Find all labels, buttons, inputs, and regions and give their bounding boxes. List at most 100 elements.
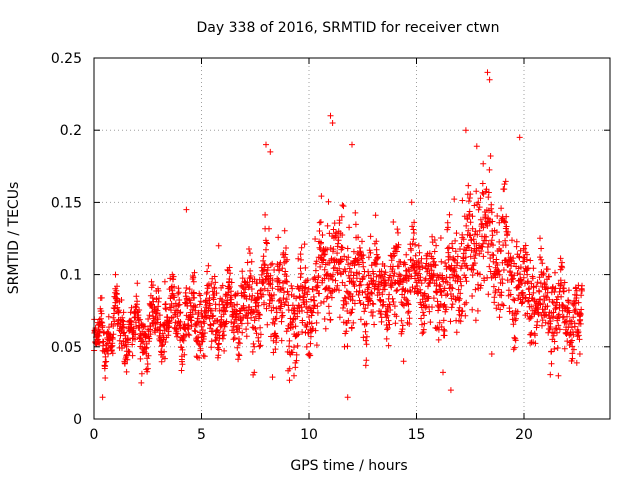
data-point xyxy=(282,251,289,258)
data-point xyxy=(462,247,469,254)
data-point xyxy=(244,320,251,327)
data-point xyxy=(373,273,380,280)
data-point xyxy=(511,344,518,351)
data-point xyxy=(490,258,497,265)
data-point xyxy=(359,275,366,282)
data-point xyxy=(312,236,319,242)
data-point xyxy=(443,306,450,313)
data-point xyxy=(483,237,489,244)
data-point xyxy=(244,259,251,266)
data-point xyxy=(363,357,370,364)
data-point xyxy=(522,242,529,249)
data-point xyxy=(530,265,537,272)
data-point xyxy=(315,273,322,279)
data-point xyxy=(480,224,487,231)
data-point xyxy=(248,258,255,265)
data-point xyxy=(363,341,370,348)
data-point xyxy=(473,143,480,150)
data-point xyxy=(508,279,515,285)
data-point xyxy=(360,301,367,308)
data-point xyxy=(177,309,184,316)
data-point xyxy=(291,372,297,379)
data-point xyxy=(196,301,203,308)
data-point xyxy=(358,281,364,288)
data-point xyxy=(146,335,153,342)
data-point xyxy=(369,290,375,297)
data-point xyxy=(321,316,328,322)
data-point xyxy=(558,293,565,300)
data-point xyxy=(291,344,297,351)
data-point xyxy=(318,193,325,200)
data-point xyxy=(474,307,481,314)
data-point xyxy=(384,312,391,319)
data-point xyxy=(269,260,276,267)
data-point xyxy=(194,315,201,322)
data-point xyxy=(500,267,507,273)
data-point xyxy=(378,268,385,275)
data-point xyxy=(119,317,126,324)
data-point xyxy=(462,274,469,281)
data-point xyxy=(120,309,127,316)
data-point xyxy=(492,288,499,294)
data-point xyxy=(174,333,180,340)
data-point xyxy=(386,321,393,328)
data-point xyxy=(499,280,506,287)
data-point xyxy=(254,299,261,306)
y-tick-label: 0.05 xyxy=(51,340,82,356)
data-point xyxy=(406,268,413,275)
data-point xyxy=(558,281,565,287)
data-point xyxy=(525,286,532,293)
data-point xyxy=(243,333,250,340)
data-point xyxy=(359,255,365,262)
data-point xyxy=(472,286,479,293)
data-point xyxy=(267,148,274,155)
data-point xyxy=(99,322,106,329)
data-point xyxy=(447,265,454,272)
data-point xyxy=(135,312,142,319)
data-point xyxy=(439,275,446,282)
data-point xyxy=(342,268,349,275)
data-point xyxy=(231,335,238,341)
data-point xyxy=(488,209,495,216)
data-point xyxy=(480,160,487,167)
data-point xyxy=(440,317,447,324)
data-point xyxy=(530,289,537,296)
data-point xyxy=(562,318,569,325)
x-tick-label: 5 xyxy=(197,427,206,443)
data-point xyxy=(316,290,323,297)
data-point xyxy=(350,248,357,255)
data-point xyxy=(350,319,357,326)
data-point xyxy=(294,342,301,349)
data-point xyxy=(226,264,233,271)
data-point xyxy=(200,352,207,359)
data-point xyxy=(324,222,331,229)
data-point xyxy=(296,286,303,293)
data-point xyxy=(156,295,162,302)
data-point xyxy=(191,294,198,301)
x-tick-label: 20 xyxy=(515,427,533,443)
data-point xyxy=(469,306,476,313)
data-point xyxy=(323,295,330,302)
data-point xyxy=(150,282,156,289)
data-point xyxy=(387,272,394,279)
data-point xyxy=(279,265,286,272)
data-point xyxy=(219,335,226,342)
data-point xyxy=(379,291,386,298)
data-point xyxy=(111,318,118,325)
data-point xyxy=(109,336,116,342)
data-point xyxy=(336,265,343,272)
data-point xyxy=(344,245,351,252)
data-point xyxy=(447,281,454,288)
data-point xyxy=(261,266,268,273)
data-point xyxy=(450,256,457,263)
data-point xyxy=(207,302,213,309)
data-point xyxy=(465,182,472,189)
data-point xyxy=(124,356,131,363)
data-point xyxy=(517,271,524,278)
data-point xyxy=(235,356,242,363)
data-point xyxy=(355,256,362,263)
data-point xyxy=(465,227,472,234)
data-point xyxy=(445,224,451,231)
data-point xyxy=(319,232,326,238)
